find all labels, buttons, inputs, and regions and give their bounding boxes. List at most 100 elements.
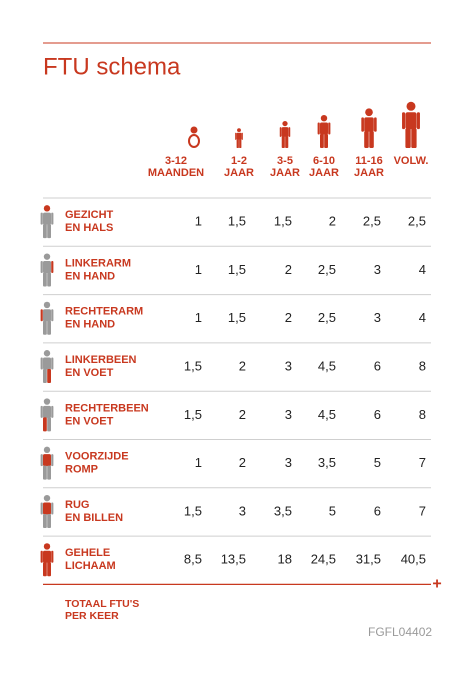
icon-arm [51,212,54,225]
body-icon [40,350,54,384]
icon-arm [51,357,54,370]
icon-leg [43,465,47,480]
icon-leg [324,134,328,148]
cell-value: 1,5 [184,503,202,518]
column-header: JAAR [309,167,339,179]
cell-value: 1,5 [274,214,292,229]
body-icon [40,301,54,335]
cell-value: 2 [239,455,246,470]
icon-arm [51,260,54,273]
cell-value: 8 [419,358,426,373]
icon-head [237,128,241,133]
icon-head [43,253,51,260]
icon-arm [40,212,43,225]
cell-value: 1 [195,310,202,325]
body-icon [40,398,54,432]
icon-arm [317,122,320,135]
row-label: EN HAND [65,270,115,282]
row-label: GEZICHT [65,209,114,221]
icon-arm [402,112,406,130]
icon-arm [361,117,364,132]
icon-head [43,543,51,550]
icon-torso [43,502,51,515]
icon-leg [47,562,51,577]
row-label: RUG [65,499,89,511]
column-header: 11-16 [355,155,383,167]
icon-leg [47,513,51,528]
icon-leg [47,320,51,335]
icon-arm [40,309,43,322]
icon-head [43,398,51,405]
icon-leg [43,369,47,384]
icon-leg [43,562,47,577]
cell-value: 2 [285,262,292,277]
icon-leg [281,136,285,148]
icon-torso [43,309,51,322]
row-label: RECHTERBEEN [65,402,149,414]
icon-leg [47,272,51,287]
cell-value: 1 [195,455,202,470]
cell-value: 1,5 [184,358,202,373]
cell-value: 4 [419,310,426,325]
icon-leg [47,369,51,384]
icon-leg [43,417,47,432]
body-icon [235,128,243,148]
cell-value: 2 [285,310,292,325]
row-label: EN VOET [65,367,114,379]
total-label: TOTAAL FTU'S [65,598,139,610]
cell-value: 1,5 [228,262,246,277]
baby-body [188,134,200,148]
total-symbol: + [432,576,441,593]
cell-value: 2,5 [318,310,336,325]
icon-head [43,301,51,309]
cell-value: 13,5 [221,552,246,567]
row-label: LICHAAM [65,560,116,572]
icon-head [43,446,51,454]
icon-leg [364,131,369,148]
icon-leg [411,128,417,148]
column-header: MAANDEN [148,167,204,179]
icon-torso [43,454,51,467]
row-label: EN HALS [65,222,113,234]
cell-value: 8 [419,407,426,422]
icon-leg [43,272,47,287]
column-header: VOLW. [394,155,429,167]
icon-arm [288,127,291,137]
icon-torso [43,550,51,563]
icon-torso [43,260,51,273]
cell-value: 2 [239,358,246,373]
icon-leg [405,128,411,148]
cell-value: 7 [419,503,426,518]
cell-value: 4,5 [318,358,336,373]
icon-arm [235,132,237,140]
icon-torso [364,117,374,132]
icon-torso [43,405,51,418]
cell-value: 5 [329,503,336,518]
body-icon [40,205,54,239]
cell-value: 4,5 [318,407,336,422]
icon-arm [51,502,54,515]
cell-value: 6 [374,407,381,422]
row-label: LINKERARM [65,257,131,269]
cell-value: 7 [419,455,426,470]
cell-value: 18 [278,552,292,567]
icon-head [406,101,416,111]
icon-arm [279,127,282,137]
row-label: EN BILLEN [65,512,123,524]
icon-head [43,350,51,357]
cell-value: 6 [374,358,381,373]
icon-arm [40,357,43,370]
icon-leg [369,131,374,148]
icon-torso [405,112,417,130]
cell-value: 5 [374,455,381,470]
icon-arm [374,117,377,132]
cell-value: 2,5 [363,214,381,229]
body-icon [40,446,54,480]
cell-value: 3 [374,310,381,325]
cell-value: 1 [195,262,202,277]
cell-value: 8,5 [184,552,202,567]
icon-leg [47,417,51,432]
cell-value: 1,5 [228,310,246,325]
icon-arm [51,309,54,322]
